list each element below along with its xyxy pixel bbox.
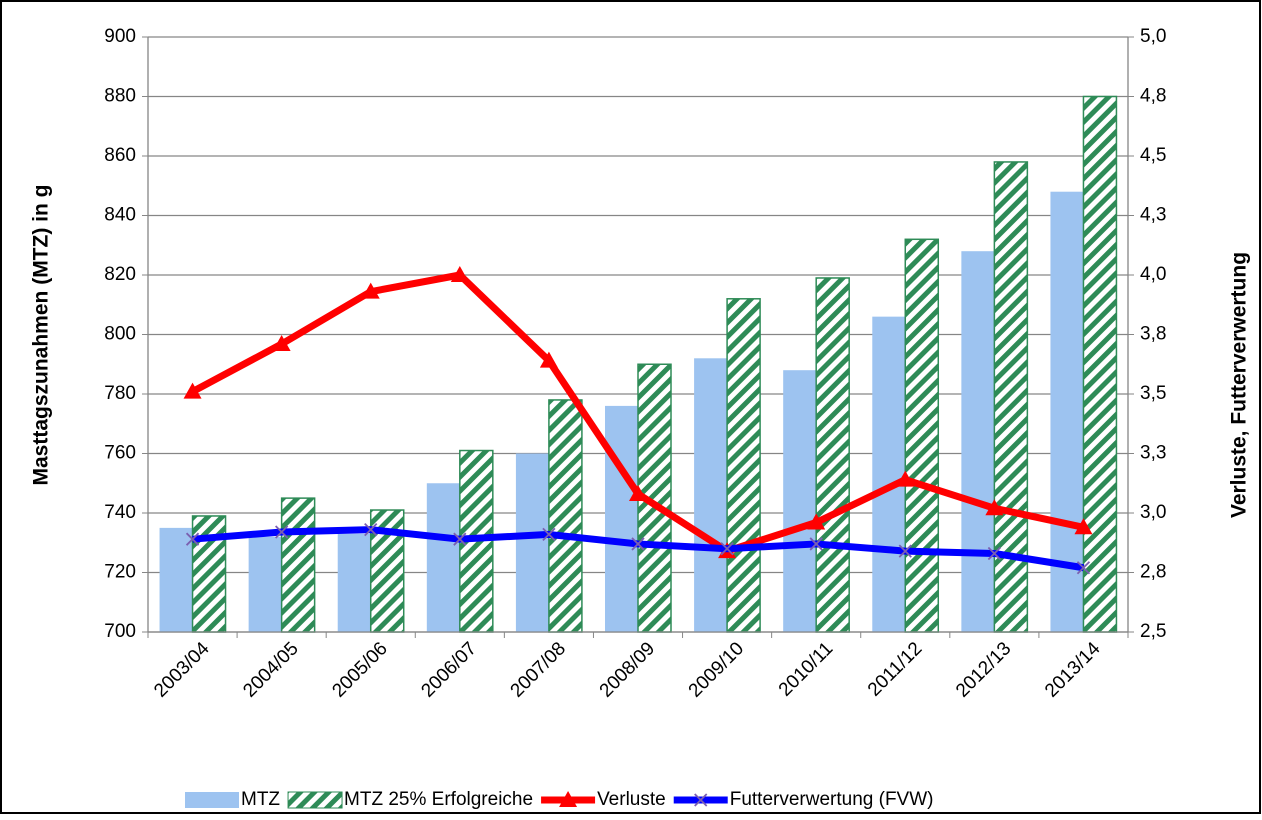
y-tick-label: 760 <box>104 443 136 464</box>
line-marker <box>807 513 826 530</box>
y2-tick-label: 4,3 <box>1140 205 1166 226</box>
bar <box>694 358 728 632</box>
bar <box>961 251 995 632</box>
y-tick-label: 700 <box>104 621 136 642</box>
legend-marker <box>559 791 578 807</box>
bar <box>337 533 371 632</box>
bar <box>1082 95 1118 633</box>
legend-label: Verluste <box>597 789 666 810</box>
y2-tick-label: 3,3 <box>1140 443 1166 464</box>
bar <box>815 277 850 633</box>
bar <box>726 298 761 633</box>
y-tick-label: 900 <box>104 26 136 47</box>
bar <box>515 453 549 632</box>
bar <box>426 483 460 632</box>
bar <box>548 399 583 633</box>
y2-tick-label: 5,0 <box>1140 26 1166 47</box>
line-marker <box>896 470 915 487</box>
y-tick-label: 820 <box>104 264 136 285</box>
y-tick-label: 720 <box>104 562 136 583</box>
line-marker <box>274 525 289 539</box>
legend-swatch <box>185 792 239 808</box>
legend-label: Futterverwertung (FVW) <box>730 789 934 810</box>
y2-tick-label: 2,8 <box>1140 562 1166 583</box>
y2-tick-label: 3,0 <box>1140 502 1166 523</box>
line-marker <box>987 546 1001 561</box>
y2-tick-label: 4,8 <box>1140 86 1166 107</box>
line-marker <box>629 484 647 501</box>
line-marker <box>183 382 202 399</box>
line-marker <box>898 544 912 558</box>
line-marker <box>453 532 467 546</box>
y-tick-label: 740 <box>104 502 136 523</box>
y2-tick-label: 3,8 <box>1140 324 1166 345</box>
line-marker <box>185 532 200 546</box>
legend-label: MTZ 25% Erfolgreiche <box>344 789 533 810</box>
line-marker <box>364 523 378 537</box>
y-tick-label: 800 <box>104 324 136 345</box>
y-tick-label: 780 <box>104 383 136 404</box>
line-marker <box>985 499 1004 516</box>
y2-tick-label: 2,5 <box>1140 621 1166 642</box>
y2-tick-label: 4,0 <box>1140 264 1166 285</box>
bar <box>904 238 940 633</box>
y2-tick-label: 3,5 <box>1140 383 1166 404</box>
y-tick-label: 880 <box>104 86 136 107</box>
bar <box>872 316 906 632</box>
line-marker <box>272 335 291 352</box>
line-marker <box>720 542 734 556</box>
legend-label: MTZ <box>241 789 280 810</box>
line-marker <box>450 266 469 282</box>
bar <box>783 370 817 632</box>
line-marker <box>1076 561 1091 575</box>
bar <box>248 536 282 632</box>
bar <box>1050 191 1084 632</box>
line-marker <box>539 351 558 368</box>
line-marker <box>631 537 645 551</box>
line-marker <box>809 537 823 551</box>
legend-marker <box>694 793 708 807</box>
bar <box>605 405 638 632</box>
bar <box>280 497 316 633</box>
y2-axis-label: Verluste, Futterverwertung <box>1228 252 1251 518</box>
y2-tick-label: 4,5 <box>1140 145 1166 166</box>
line-marker <box>1074 518 1093 535</box>
y-tick-label: 860 <box>104 145 136 166</box>
legend-swatch <box>287 791 343 809</box>
y-axis-label: Masttagszunahmen (MTZ) in g <box>30 185 53 486</box>
line-marker <box>542 527 556 542</box>
line-marker <box>361 282 380 299</box>
y-tick-label: 840 <box>104 205 136 226</box>
